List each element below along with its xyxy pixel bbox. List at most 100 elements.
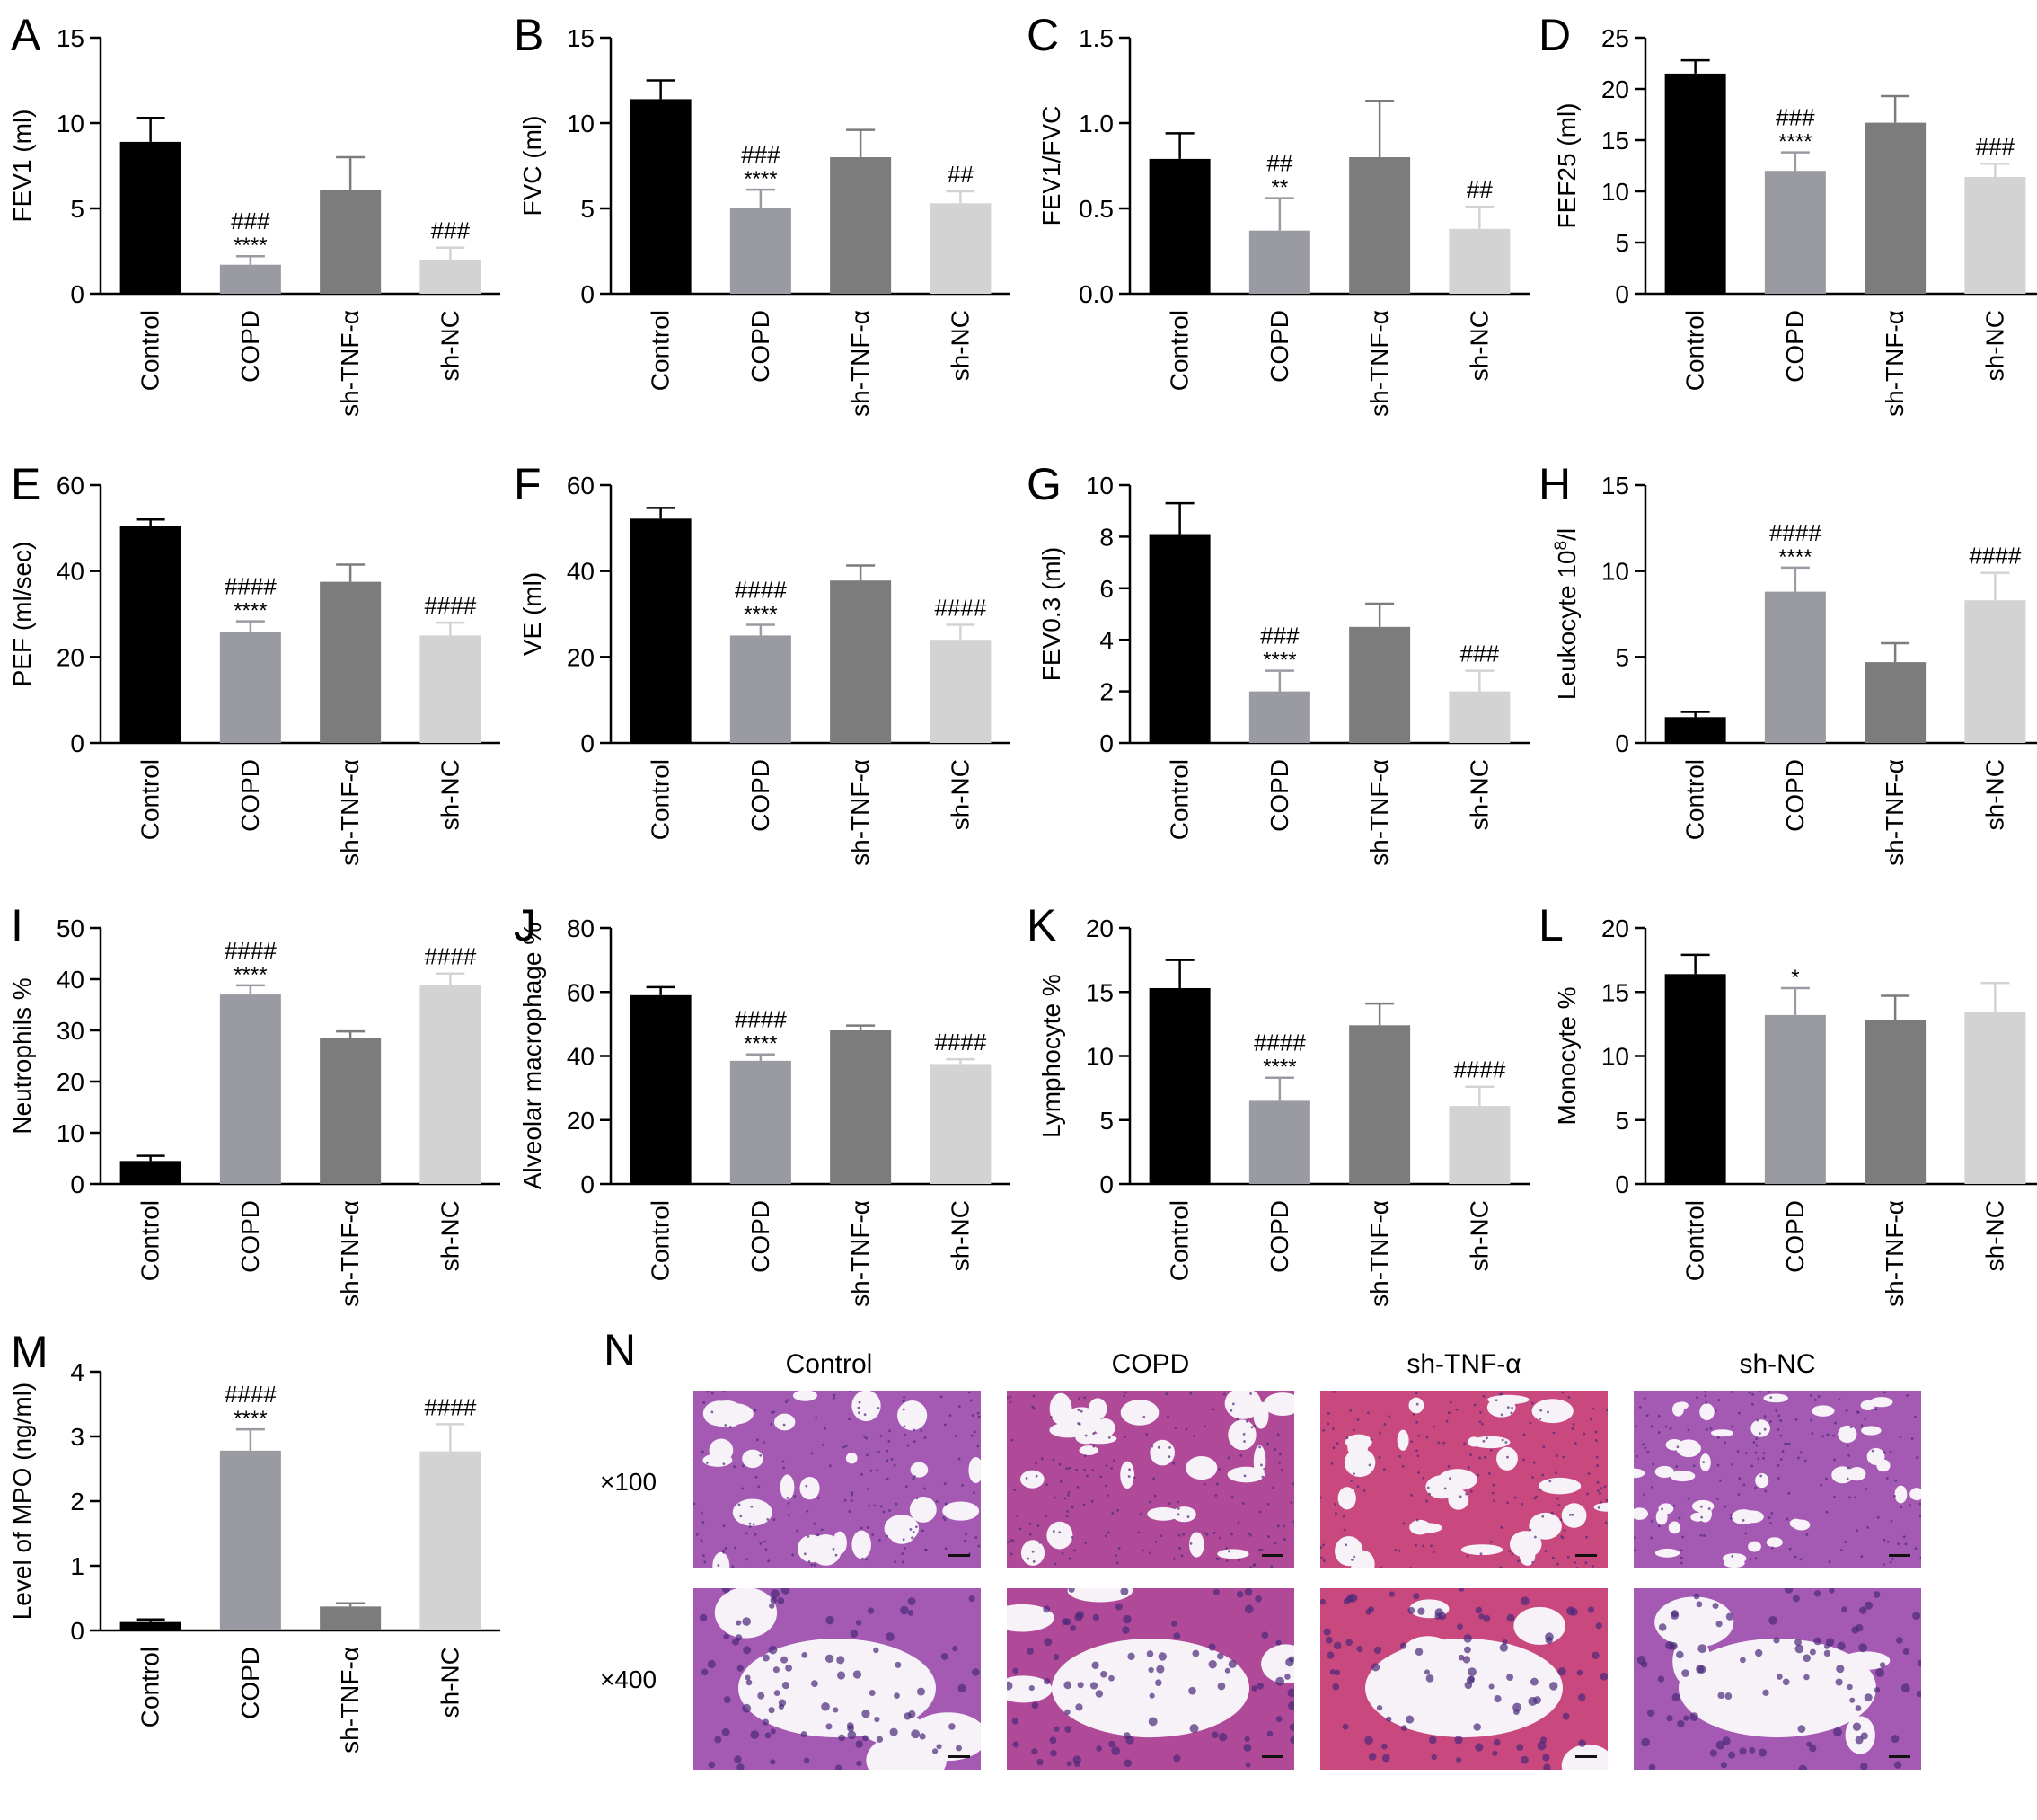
x-tick-label: sh-NC: [436, 310, 463, 381]
significance-hash: ###: [431, 217, 471, 244]
x-tick-label: sh-TNF-α: [1881, 759, 1909, 866]
bar-control: [119, 1621, 181, 1630]
y-tick-label: 0: [580, 729, 595, 757]
bar-shtnf: [830, 580, 892, 743]
scale-bar: [1262, 1554, 1283, 1557]
x-tick-label: sh-NC: [1980, 1200, 2008, 1271]
y-tick-label: 0: [580, 280, 595, 308]
panel-letter-J: J: [514, 900, 536, 950]
bar-shnc: [419, 1451, 481, 1630]
x-tick-label: COPD: [1781, 1200, 1809, 1273]
bar-shtnf: [1865, 122, 1927, 294]
x-tick-label: sh-TNF-α: [1365, 759, 1393, 866]
significance-hash: ###: [1460, 641, 1500, 667]
y-tick-label: 20: [1086, 914, 1114, 942]
bar-copd: [1248, 230, 1310, 294]
x-tick-label: sh-TNF-α: [1881, 1200, 1909, 1307]
x-tick-label: sh-TNF-α: [1881, 310, 1909, 417]
significance-hash: ####: [934, 594, 986, 621]
y-tick-label: 15: [1086, 978, 1114, 1006]
bar-shtnf: [1865, 1020, 1927, 1184]
bar-shtnf: [320, 1038, 382, 1184]
significance-hash: ####: [424, 1393, 476, 1420]
significance-hash: ###: [1776, 104, 1815, 131]
x-tick-label: Control: [137, 1647, 164, 1727]
y-tick-label: 40: [57, 966, 84, 994]
y-tick-label: 15: [1601, 472, 1629, 499]
significance-hash: ####: [1453, 1056, 1505, 1083]
x-tick-label: sh-TNF-α: [336, 759, 364, 866]
bar-shtnf: [1865, 662, 1927, 743]
significance-hash: ####: [934, 1029, 986, 1056]
significance-hash: ##: [948, 161, 974, 188]
significance-stars: ****: [1263, 649, 1296, 673]
scale-bar: [1889, 1554, 1910, 1557]
y-tick-label: 5: [1615, 643, 1629, 671]
y-tick-label: 15: [567, 24, 595, 52]
x-tick-label: Control: [1681, 310, 1709, 391]
y-tick-label: 0: [70, 1171, 84, 1198]
x-tick-label: sh-TNF-α: [846, 1200, 874, 1307]
bar-copd: [1764, 171, 1826, 294]
micrograph-sh-nc-x100: [1634, 1391, 1921, 1568]
x-tick-label: COPD: [236, 759, 264, 832]
bar-copd: [729, 1060, 791, 1184]
micrograph-copd-x100: [1007, 1391, 1294, 1568]
y-tick-label: 25: [1601, 24, 1629, 52]
panel-letter-E: E: [11, 459, 40, 509]
y-tick-label: 0: [70, 280, 84, 308]
bar-copd: [219, 264, 281, 294]
bar-control: [1149, 534, 1211, 743]
x-tick-label: sh-TNF-α: [336, 1647, 364, 1754]
x-tick-label: sh-NC: [1980, 759, 2008, 830]
x-tick-label: Control: [647, 1200, 675, 1281]
y-tick-label: 10: [567, 110, 595, 137]
y-axis-label-text: FVC (ml): [518, 116, 546, 216]
y-tick-label: 5: [1615, 1107, 1629, 1135]
significance-stars: ****: [234, 234, 267, 258]
x-tick-label: Control: [1681, 759, 1709, 840]
y-tick-label: 15: [1601, 978, 1629, 1006]
bar-copd: [729, 208, 791, 294]
bar-shtnf: [320, 581, 382, 743]
micrograph-sh-tnf-x100: [1320, 1391, 1608, 1568]
y-axis-label-text: FEV1/FVC: [1037, 106, 1065, 226]
bar-control: [1149, 987, 1211, 1184]
significance-stars: ****: [234, 963, 267, 987]
y-tick-label: 2: [70, 1488, 84, 1515]
scale-bar: [1262, 1755, 1283, 1758]
bar-control: [1664, 73, 1726, 295]
bar-shnc: [1449, 691, 1511, 743]
y-axis-label: FVC (ml): [518, 116, 546, 216]
bar-shtnf: [830, 157, 892, 294]
bar-copd: [219, 1450, 281, 1630]
y-tick-label: 1.5: [1079, 24, 1114, 52]
significance-hash: ##: [1467, 176, 1493, 203]
significance-hash: ####: [1769, 519, 1821, 546]
bar-shnc: [1964, 1012, 2026, 1184]
bar-shtnf: [1349, 1025, 1411, 1184]
y-tick-label: 8: [1099, 523, 1114, 551]
y-tick-label: 50: [57, 914, 84, 942]
x-tick-label: Control: [137, 759, 164, 840]
x-tick-label: COPD: [746, 759, 774, 832]
significance-stars: ****: [744, 1032, 777, 1056]
y-tick-label: 40: [567, 558, 595, 586]
bar-shnc: [930, 640, 992, 743]
y-axis-label: FEV1/FVC: [1037, 106, 1065, 226]
x-tick-label: Control: [137, 310, 164, 391]
y-tick-label: 0: [70, 729, 84, 757]
y-tick-label: 10: [1086, 1043, 1114, 1071]
bar-copd: [219, 632, 281, 743]
y-axis-label-text: Leukocyte 10: [1553, 551, 1581, 701]
significance-stars: ****: [744, 167, 777, 191]
bar-copd: [1764, 1014, 1826, 1184]
y-tick-label: 0: [1615, 1171, 1629, 1198]
x-tick-label: COPD: [1265, 310, 1293, 383]
